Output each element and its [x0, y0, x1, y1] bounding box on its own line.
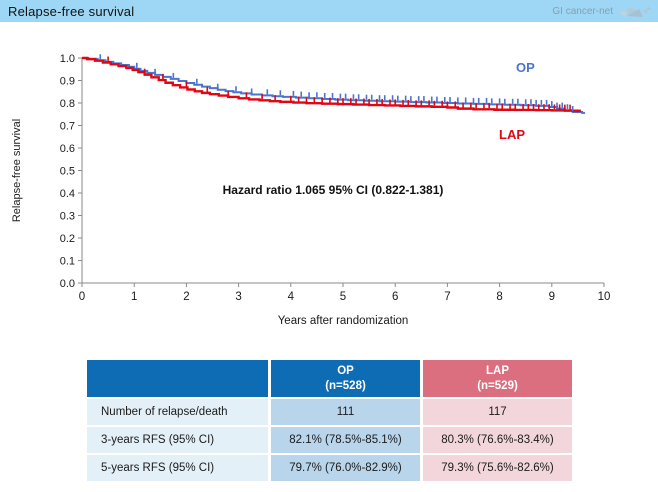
x-tick-label: 9 — [549, 291, 555, 303]
brand: GI cancer-net — [552, 2, 652, 21]
op-header-title: OP — [337, 364, 354, 377]
op-relapse-death-value: 111 — [271, 399, 420, 425]
lap-header-n: (n=529) — [477, 379, 518, 392]
y-tick-label: 0.7 — [60, 121, 75, 133]
x-tick-label: 0 — [79, 291, 85, 303]
op-3yr-rfs-value: 82.1% (78.5%-85.1%) — [271, 427, 420, 453]
op-header-n: (n=528) — [325, 379, 366, 392]
title-bar: Relapse-free survival GI cancer-net — [0, 0, 658, 22]
y-tick-label: 0.2 — [60, 233, 75, 245]
brand-text: GI cancer-net — [552, 5, 613, 17]
survival-chart: 0.0 0.1 0.2 0.3 0.4 0.5 0.6 0.7 0.8 0.9 1.0 0 1 2 3 4 5 6… — [11, 53, 611, 327]
op-curve — [82, 57, 586, 114]
row-label-relapse-death: Number of relapse/death — [87, 399, 268, 425]
lap-curve — [82, 56, 581, 113]
x-tick-label: 1 — [131, 291, 137, 303]
table-header-blank — [87, 360, 268, 397]
y-axis-title: Relapse-free survival — [11, 119, 23, 222]
lap-5yr-rfs-value: 79.3% (75.6%-82.6%) — [423, 455, 572, 481]
hazard-ratio-annotation: Hazard ratio 1.065 95% CI (0.822-1.381) — [223, 183, 444, 197]
op-series-label: OP — [516, 60, 535, 75]
y-tick-label: 1.0 — [60, 53, 75, 65]
lap-header-title: LAP — [486, 364, 509, 377]
table-header-lap: LAP (n=529) — [423, 360, 572, 397]
row-label-3yr-rfs: 3-years RFS (95% CI) — [87, 427, 268, 453]
statistics-table: OP (n=528) LAP (n=529) Number of relapse… — [87, 360, 572, 481]
y-tick-label: 0.0 — [60, 278, 75, 290]
table-header-op: OP (n=528) — [271, 360, 420, 397]
x-tick-label: 4 — [288, 291, 295, 303]
x-tick-label: 2 — [183, 291, 189, 303]
row-label-5yr-rfs: 5-years RFS (95% CI) — [87, 455, 268, 481]
y-tick-label: 0.9 — [60, 76, 75, 88]
crane-logo-icon — [619, 6, 651, 17]
lap-relapse-death-value: 117 — [423, 399, 572, 425]
x-axis-title: Years after randomization — [278, 315, 409, 327]
x-tick-label: 8 — [496, 291, 502, 303]
page-title: Relapse-free survival — [8, 3, 135, 19]
x-tick-label: 6 — [392, 291, 398, 303]
x-tick-label: 7 — [444, 291, 450, 303]
y-tick-label: 0.4 — [60, 188, 75, 200]
y-tick-label: 0.6 — [60, 143, 75, 155]
x-tick-label: 3 — [235, 291, 241, 303]
x-tick-label: 5 — [340, 291, 346, 303]
x-tick-label: 10 — [598, 291, 611, 303]
y-tick-label: 0.1 — [60, 256, 75, 268]
y-tick-label: 0.8 — [60, 98, 75, 110]
lap-3yr-rfs-value: 80.3% (76.6%-83.4%) — [423, 427, 572, 453]
lap-series-label: LAP — [499, 127, 525, 142]
y-tick-label: 0.3 — [60, 211, 75, 223]
op-5yr-rfs-value: 79.7% (76.0%-82.9%) — [271, 455, 420, 481]
y-tick-label: 0.5 — [60, 166, 75, 178]
